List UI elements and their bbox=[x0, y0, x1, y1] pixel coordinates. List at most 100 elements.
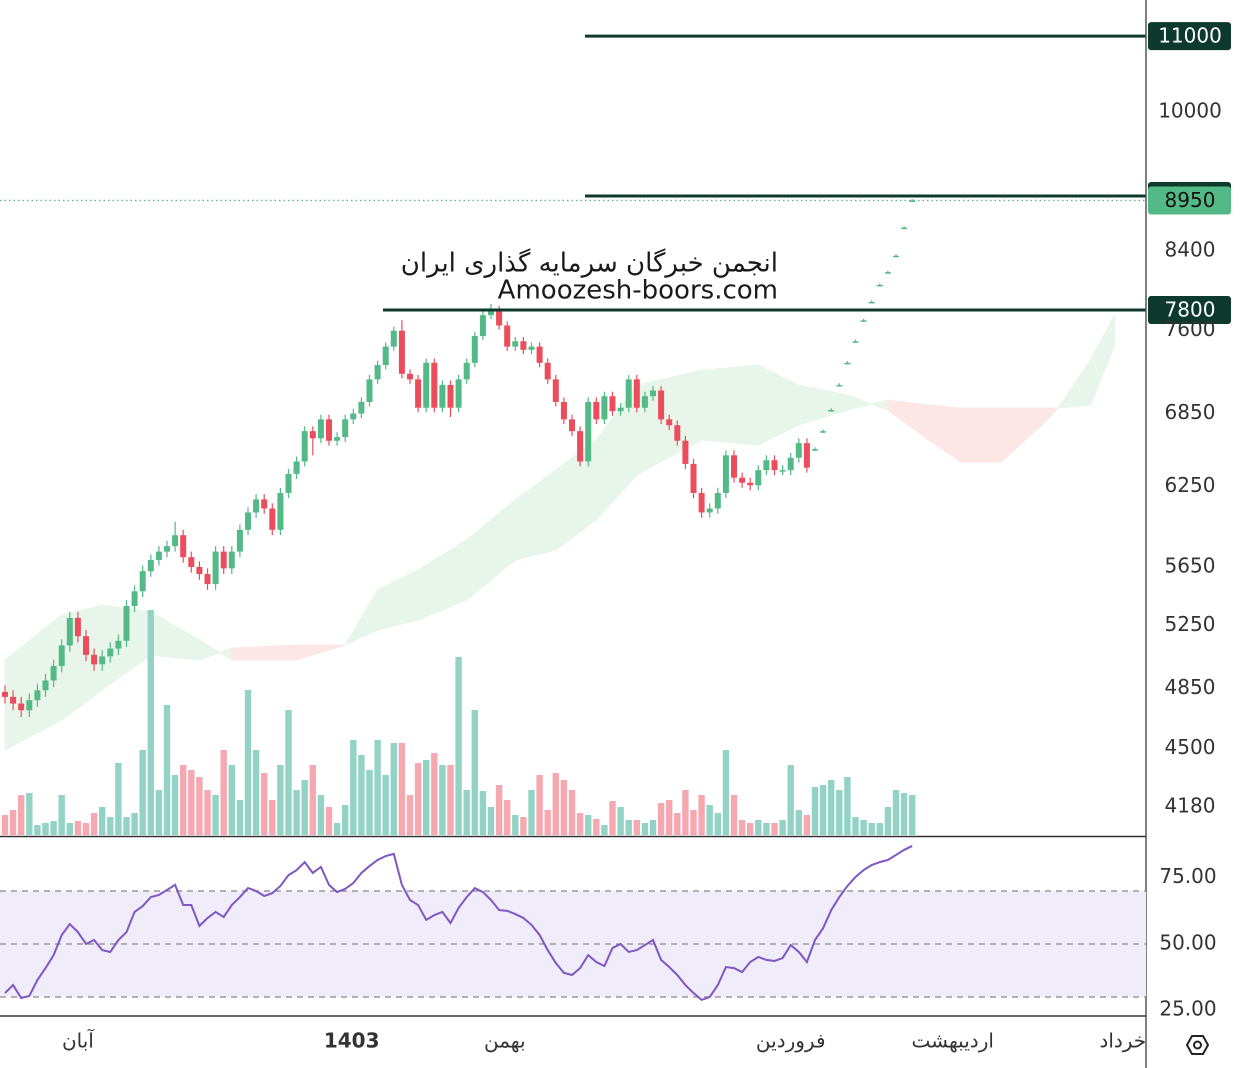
candle-body bbox=[609, 396, 616, 412]
volume-bar bbox=[787, 765, 794, 835]
cloud-segment bbox=[1056, 358, 1091, 409]
volume-bar bbox=[674, 813, 681, 835]
candle-body bbox=[2, 691, 8, 697]
volume-bar bbox=[139, 750, 146, 835]
y-tick-label: 6250 bbox=[1165, 473, 1216, 497]
volume-bar bbox=[431, 753, 438, 835]
y-tick-label: 5250 bbox=[1165, 612, 1216, 636]
candle-body bbox=[155, 551, 162, 560]
candle-body bbox=[180, 535, 187, 558]
settings-icon[interactable] bbox=[1185, 1035, 1210, 1055]
volume-bar bbox=[844, 777, 851, 835]
candle-body bbox=[293, 461, 300, 474]
y-tick-label: 8400 bbox=[1165, 237, 1216, 261]
candle-body bbox=[844, 362, 851, 365]
candle-body bbox=[803, 443, 810, 468]
candle-body bbox=[755, 470, 762, 486]
volume-bar bbox=[641, 823, 649, 835]
volume-bar bbox=[82, 823, 90, 835]
candle-body bbox=[196, 566, 203, 575]
volume-bar bbox=[228, 765, 235, 835]
candle-body bbox=[471, 335, 478, 363]
cloud-segment bbox=[231, 644, 298, 661]
candle-body bbox=[172, 535, 179, 547]
volume-bar bbox=[690, 810, 697, 835]
volume-bar bbox=[706, 805, 713, 835]
volume-bar bbox=[568, 790, 576, 835]
cloud-segment bbox=[198, 639, 233, 661]
volume-bar bbox=[301, 780, 308, 835]
last-price-label: 8950 bbox=[1165, 188, 1216, 212]
volume-bar bbox=[828, 780, 835, 835]
y-tick-label: 4180 bbox=[1165, 794, 1216, 818]
candle-body bbox=[407, 373, 413, 380]
candle-body bbox=[309, 431, 316, 439]
candle-body bbox=[771, 460, 778, 471]
candle-body bbox=[431, 362, 438, 408]
volume-bar bbox=[722, 750, 730, 835]
cloud-segment bbox=[887, 399, 929, 441]
volume-bar bbox=[682, 790, 689, 835]
candle-body bbox=[236, 529, 243, 552]
level-label: 7800 bbox=[1165, 298, 1216, 322]
candle-body bbox=[512, 341, 519, 347]
volume-bar bbox=[601, 825, 608, 835]
cloud-segment bbox=[377, 569, 419, 631]
candle-body bbox=[455, 379, 462, 408]
candle-body bbox=[820, 431, 827, 433]
volume-bar bbox=[803, 815, 811, 835]
volume-bar bbox=[738, 820, 746, 835]
candle-body bbox=[876, 284, 883, 287]
volume-bar bbox=[252, 750, 260, 835]
candle-body bbox=[463, 362, 470, 380]
volume-bar bbox=[74, 821, 82, 835]
cloud-segment bbox=[846, 394, 889, 411]
candle-body bbox=[528, 346, 535, 350]
volume-bar bbox=[771, 823, 778, 835]
candle-body bbox=[779, 470, 786, 472]
volume-bar bbox=[714, 813, 721, 835]
candle-body bbox=[666, 419, 673, 426]
volume-bar bbox=[471, 710, 478, 835]
volume-bar bbox=[244, 690, 252, 835]
candle-body bbox=[50, 665, 57, 681]
y-tick-label: 10000 bbox=[1158, 99, 1222, 123]
candle-body bbox=[544, 362, 551, 380]
candle-body bbox=[58, 645, 65, 666]
candle-body bbox=[852, 341, 859, 343]
y-tick-label: 4850 bbox=[1165, 675, 1216, 699]
level-label: 11000 bbox=[1158, 24, 1222, 48]
candle-body bbox=[18, 703, 25, 711]
volume-bar bbox=[180, 765, 187, 835]
volume-bar bbox=[811, 787, 819, 835]
cloud-segment bbox=[757, 364, 800, 446]
volume-bar bbox=[90, 813, 98, 835]
rsi-tick-label: 50.00 bbox=[1159, 930, 1216, 954]
candle-body bbox=[139, 571, 146, 592]
cloud-segment bbox=[296, 644, 346, 661]
volume-bar bbox=[552, 773, 559, 835]
volume-bar bbox=[269, 800, 276, 835]
cloud-segment bbox=[466, 498, 516, 602]
candle-body bbox=[350, 413, 357, 420]
candle-body bbox=[812, 449, 818, 451]
x-tick-label: فروردین bbox=[756, 1029, 826, 1053]
volume-bar bbox=[455, 657, 462, 835]
volume-bar bbox=[819, 785, 827, 835]
candle-body bbox=[326, 419, 332, 441]
cloud-segment bbox=[927, 404, 962, 463]
candle-body bbox=[107, 648, 114, 657]
volume-bar bbox=[779, 820, 786, 835]
candle-body bbox=[212, 551, 219, 585]
candle-body bbox=[763, 460, 770, 471]
candle-body bbox=[26, 700, 33, 711]
volume-bar bbox=[909, 795, 916, 835]
candle-body bbox=[10, 696, 17, 704]
volume-bar bbox=[1, 815, 9, 835]
candle-body bbox=[66, 617, 73, 646]
volume-bar bbox=[593, 819, 600, 835]
volume-bar bbox=[463, 790, 470, 835]
cloud-segment bbox=[417, 539, 468, 621]
volume-bar bbox=[447, 765, 454, 835]
